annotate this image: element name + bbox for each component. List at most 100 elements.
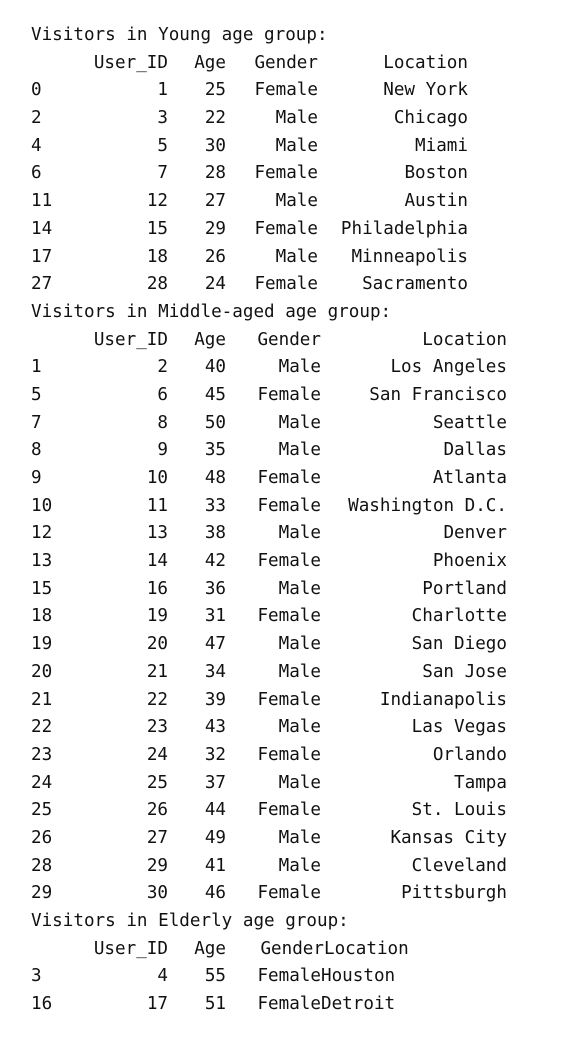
user-id-cell: 22 <box>146 689 168 710</box>
row-index-cell: 18 <box>31 606 53 627</box>
row-index-cell: 26 <box>31 827 53 848</box>
location-cell: Charlotte <box>411 606 507 627</box>
row-index-cell: 4 <box>31 135 42 156</box>
gender-cell: Female <box>257 800 321 821</box>
row-index-cell: 16 <box>31 994 53 1015</box>
row-index-cell: 9 <box>31 468 42 488</box>
table-row: 10 11 33 Female Washington D.C. <box>31 493 551 521</box>
column-header-age: Age <box>194 938 226 959</box>
age-cell: 35 <box>204 440 226 461</box>
location-cell: Philadelphia <box>340 218 468 239</box>
user-id-cell: 9 <box>157 440 168 461</box>
location-cell: San Francisco <box>369 384 507 405</box>
user-id-cell: 18 <box>146 246 168 267</box>
gender-cell: Female <box>257 468 321 488</box>
gender-cell: Female <box>257 606 321 627</box>
user-id-cell: 19 <box>146 606 168 627</box>
user-id-cell: 11 <box>146 495 168 516</box>
gender-cell: Male <box>278 827 321 848</box>
age-cell: 22 <box>204 108 226 129</box>
table-row: 4 5 30 Male Miami <box>31 133 551 161</box>
row-index-cell: 12 <box>31 523 53 544</box>
user-id-cell: 26 <box>146 800 168 821</box>
gender-cell: Female <box>254 163 318 184</box>
row-index-cell: 7 <box>31 412 42 433</box>
age-cell: 51 <box>204 994 226 1015</box>
user-id-cell: 21 <box>146 661 168 682</box>
gender-cell: Male <box>278 523 321 544</box>
row-index-cell: 27 <box>31 274 53 295</box>
user-id-cell: 2 <box>157 357 168 378</box>
gender-cell: Female <box>257 495 321 516</box>
age-cell: 49 <box>204 827 226 848</box>
table-row: 28 29 41 Male Cleveland <box>31 853 551 881</box>
row-index-cell: 17 <box>31 246 53 267</box>
user-id-cell: 13 <box>146 523 168 544</box>
age-cell: 50 <box>204 412 226 433</box>
elderly-group-table: Visitors in Elderly age group: User_ID Age… <box>31 908 551 1019</box>
age-cell: 42 <box>204 551 226 572</box>
location-cell: Denver <box>443 523 507 544</box>
gender-cell: Female <box>254 218 318 239</box>
age-cell: 29 <box>204 218 226 239</box>
location-cell: Sacramento <box>362 274 468 295</box>
table-row: 5 6 45 Female San Francisco <box>31 382 551 410</box>
user-id-cell: 17 <box>146 994 168 1015</box>
table-row: 16 17 51 Female Detroit <box>31 991 551 1019</box>
gender-cell: Female <box>257 994 321 1015</box>
age-cell: 24 <box>204 274 226 295</box>
table-row: 20 21 34 Male San Jose <box>31 659 551 687</box>
user-id-cell: 6 <box>157 384 168 405</box>
table-row: 27 28 24 Female Sacramento <box>31 271 551 299</box>
table-row: 22 23 43 Male Las Vegas <box>31 714 551 742</box>
table-row: 21 22 39 Female Indianapolis <box>31 687 551 715</box>
age-cell: 43 <box>204 717 226 738</box>
age-cell: 37 <box>204 772 226 793</box>
location-cell: Tampa <box>454 772 507 793</box>
location-cell: Los Angeles <box>390 357 507 378</box>
gender-cell: Male <box>278 440 321 461</box>
location-cell: Phoenix <box>432 551 507 572</box>
location-cell: Houston <box>321 966 396 987</box>
age-cell: 36 <box>204 578 226 599</box>
gender-cell: Female <box>257 551 321 572</box>
gender-cell: Male <box>278 717 321 738</box>
user-id-cell: 14 <box>146 551 168 572</box>
age-cell: 40 <box>204 357 226 378</box>
table-row: 2 3 22 Male Chicago <box>31 105 551 133</box>
location-cell: Chicago <box>393 108 468 129</box>
age-cell: 31 <box>204 606 226 627</box>
row-index-cell: 22 <box>31 717 53 738</box>
column-header-user-id: User_ID <box>93 52 168 73</box>
row-index-cell: 25 <box>31 800 53 821</box>
user-id-cell: 25 <box>146 772 168 793</box>
table-header-row: User_ID Age Gender Location <box>31 327 551 355</box>
row-index-cell: 5 <box>31 384 42 405</box>
age-cell: 48 <box>204 468 226 488</box>
gender-cell: Male <box>278 578 321 599</box>
user-id-cell: 30 <box>146 883 168 904</box>
column-header-gender: Gender <box>257 329 321 350</box>
location-cell: Orlando <box>432 744 507 765</box>
location-cell: Miami <box>415 135 468 156</box>
table-row: 18 19 31 Female Charlotte <box>31 603 551 631</box>
row-index-cell: 13 <box>31 551 53 572</box>
user-id-cell: 23 <box>146 717 168 738</box>
gender-cell: Female <box>257 883 321 904</box>
age-cell: 28 <box>204 163 226 184</box>
row-index-cell: 21 <box>31 689 53 710</box>
young-group-table: Visitors in Young age group: User_ID Age Ge… <box>31 22 551 299</box>
location-cell: San Jose <box>422 661 507 682</box>
row-index-cell: 19 <box>31 634 53 655</box>
age-cell: 38 <box>204 523 226 544</box>
gender-cell: Male <box>278 661 321 682</box>
column-header-age: Age <box>194 52 226 73</box>
age-cell: 32 <box>204 744 226 765</box>
location-cell: Pittsburgh <box>401 883 507 904</box>
console-output: Visitors in Young age group: User_ID Age Ge… <box>31 22 551 1019</box>
table-row: 8 9 35 Male Dallas <box>31 437 551 465</box>
table-row: 9 10 48 Female Atlanta <box>31 465 551 493</box>
location-cell: Washington D.C. <box>348 495 507 516</box>
column-header-gender: Gender <box>254 52 318 73</box>
table-row: 11 12 27 Male Austin <box>31 188 551 216</box>
